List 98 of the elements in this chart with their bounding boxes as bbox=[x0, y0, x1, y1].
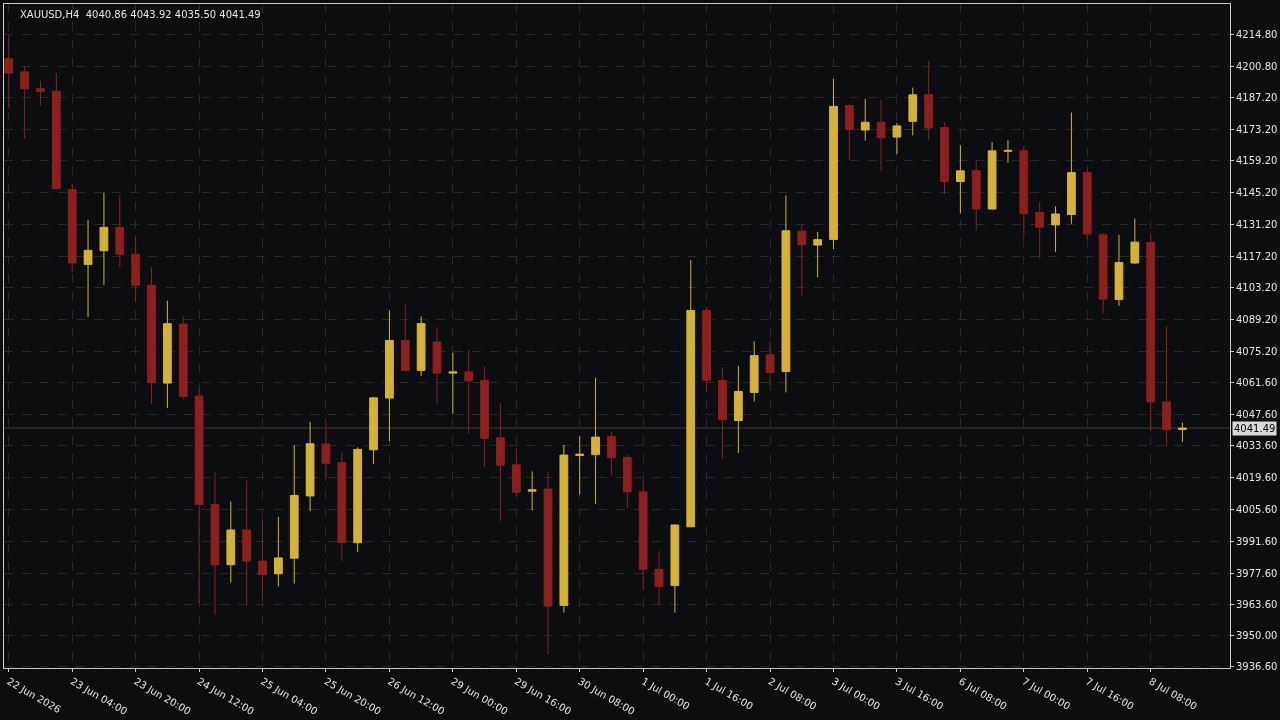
y-tick-label: 4047.60 bbox=[1236, 408, 1278, 420]
candlestick bbox=[226, 501, 236, 583]
y-tick-label: 4005.60 bbox=[1236, 504, 1278, 516]
y-tick-label: 4187.20 bbox=[1236, 91, 1278, 103]
candlestick bbox=[733, 365, 743, 454]
candlestick bbox=[1098, 232, 1108, 315]
candlestick bbox=[1162, 325, 1171, 447]
candlestick bbox=[844, 103, 854, 161]
candlestick bbox=[464, 349, 474, 435]
candlestick bbox=[400, 304, 410, 372]
candlestick bbox=[1130, 218, 1140, 265]
candlestick bbox=[591, 377, 600, 505]
candlestick bbox=[369, 396, 378, 465]
candlestick bbox=[543, 470, 553, 655]
y-tick-label: 4061.60 bbox=[1236, 376, 1278, 388]
ref-line-label: 4041.49 bbox=[1234, 423, 1276, 434]
candlestick bbox=[321, 422, 331, 479]
candlestick bbox=[432, 326, 442, 405]
candlestick bbox=[559, 444, 569, 614]
y-tick-label: 3963.60 bbox=[1236, 599, 1278, 611]
candlestick bbox=[4, 34, 14, 110]
candlestick bbox=[385, 309, 394, 442]
candlestick bbox=[622, 454, 632, 509]
candlestick bbox=[511, 447, 521, 497]
candlestick bbox=[781, 195, 791, 393]
candlestick bbox=[36, 80, 45, 106]
y-tick-label: 4103.20 bbox=[1236, 282, 1278, 294]
candlestick bbox=[51, 72, 61, 190]
candlestick bbox=[416, 315, 426, 377]
candlestick bbox=[797, 224, 807, 297]
y-tick-label: 4117.20 bbox=[1236, 250, 1278, 262]
y-tick-label: 4145.20 bbox=[1236, 187, 1278, 199]
candlestick bbox=[289, 444, 299, 585]
candlestick bbox=[496, 403, 505, 522]
y-tick-label: 4033.60 bbox=[1236, 440, 1278, 452]
candlestick bbox=[654, 550, 664, 606]
candlestick bbox=[892, 122, 902, 155]
candlestick bbox=[749, 340, 759, 402]
candlestick bbox=[829, 78, 838, 250]
y-tick-label: 4089.20 bbox=[1236, 314, 1278, 326]
candlestick bbox=[115, 195, 125, 268]
candlestick bbox=[178, 316, 188, 400]
y-tick-label: 4200.80 bbox=[1236, 60, 1278, 72]
y-tick-label: 4214.80 bbox=[1236, 29, 1278, 41]
y-tick-label: 3991.60 bbox=[1236, 535, 1278, 547]
candlestick bbox=[1003, 139, 1013, 164]
candlestick bbox=[353, 446, 363, 553]
candlestick bbox=[194, 387, 204, 604]
candlestick bbox=[971, 159, 981, 231]
candlestick bbox=[480, 365, 489, 468]
candlestick bbox=[242, 479, 252, 606]
y-tick-label: 4159.20 bbox=[1236, 155, 1278, 167]
candlestick bbox=[1178, 422, 1187, 443]
candlestick bbox=[575, 435, 585, 495]
y-tick-label: 4075.20 bbox=[1236, 346, 1278, 358]
candlestick bbox=[670, 524, 680, 614]
candlestick bbox=[99, 192, 109, 286]
candlestick bbox=[20, 65, 29, 140]
candlestick bbox=[638, 479, 648, 592]
candlestick bbox=[686, 259, 696, 528]
candlestick bbox=[448, 352, 458, 415]
candlestick bbox=[1114, 234, 1124, 307]
y-tick-label: 3950.00 bbox=[1236, 630, 1278, 642]
candlestick bbox=[955, 144, 965, 215]
candlestick bbox=[876, 99, 886, 172]
candlestick bbox=[1051, 205, 1060, 253]
candlestick bbox=[337, 452, 347, 562]
candlestick bbox=[813, 231, 823, 278]
candlestick bbox=[908, 87, 918, 136]
y-tick-label: 4019.60 bbox=[1236, 472, 1278, 484]
candlestick bbox=[210, 471, 220, 616]
candlestick bbox=[147, 266, 156, 405]
candlestick bbox=[1067, 112, 1076, 225]
y-tick-label: 4131.20 bbox=[1236, 218, 1278, 230]
candlestick bbox=[765, 340, 775, 386]
text: XAUUSD,H4 4040.86 4043.92 4035.50 4041.49 bbox=[19, 8, 261, 20]
y-tick-label: 3977.60 bbox=[1236, 567, 1278, 579]
candlestick bbox=[67, 182, 77, 273]
candlestick bbox=[1146, 233, 1156, 432]
candlestick bbox=[987, 141, 997, 211]
candlestick bbox=[83, 219, 93, 318]
candlestick bbox=[940, 121, 949, 195]
candlestick bbox=[718, 366, 727, 460]
candlestick bbox=[607, 431, 616, 476]
y-tick-label: 3936.60 bbox=[1236, 660, 1278, 672]
candlestick bbox=[1019, 145, 1029, 239]
candlestick bbox=[162, 300, 172, 409]
candlestick bbox=[860, 98, 870, 142]
candlestick bbox=[702, 306, 711, 392]
y-tick-label: 4173.20 bbox=[1236, 123, 1278, 135]
candlestick bbox=[924, 60, 934, 141]
candlestick bbox=[1082, 168, 1092, 240]
candlestick bbox=[1035, 201, 1045, 259]
candlestick bbox=[305, 421, 315, 512]
candlestick bbox=[274, 516, 283, 587]
candlestick bbox=[527, 470, 537, 511]
candlestick bbox=[131, 235, 141, 303]
candlestick bbox=[258, 518, 267, 600]
